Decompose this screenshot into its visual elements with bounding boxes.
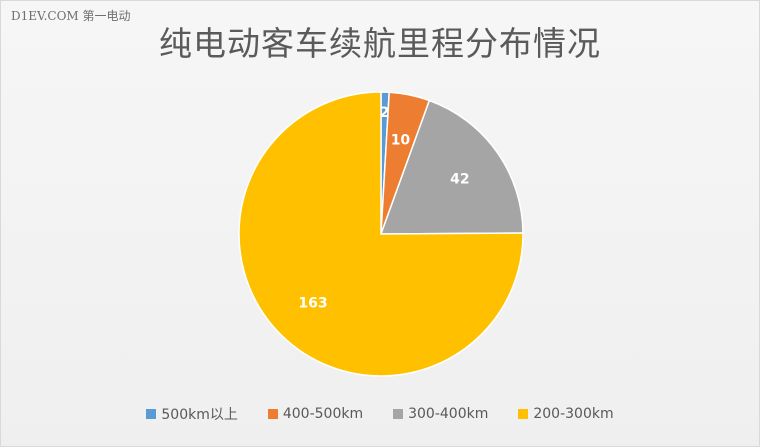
pie-data-label: 10 xyxy=(391,132,411,148)
legend-swatch xyxy=(267,409,278,419)
watermark: D1EV.COM 第一电动 xyxy=(11,9,131,23)
pie-data-label: 163 xyxy=(298,296,327,312)
legend-swatch xyxy=(393,409,404,419)
pie-data-label: 2 xyxy=(380,105,390,121)
legend-swatch xyxy=(146,409,157,419)
pie-data-labels: 210 42 163 xyxy=(298,105,469,312)
chart-title: 纯电动客车续航里程分布情况 xyxy=(159,24,601,63)
legend-item: 500km以上 xyxy=(146,404,238,424)
pie-slice-2 xyxy=(379,99,524,235)
legend-label: 300-400km xyxy=(408,406,489,422)
legend-item: 200-300km xyxy=(518,404,614,424)
pie-slices xyxy=(238,91,524,377)
chart-legend: 500km以上 400-500km 300-400km 200-300km xyxy=(1,404,759,424)
legend-item: 400-500km xyxy=(267,404,364,424)
legend-label: 500km以上 xyxy=(161,407,238,423)
legend-item: 300-400km xyxy=(393,404,488,424)
legend-label: 400-500km xyxy=(282,406,364,422)
pie-data-label: 42 xyxy=(450,171,469,187)
legend-label: 200-300km xyxy=(533,406,614,422)
pie-slice-3 xyxy=(238,91,524,377)
legend-swatch xyxy=(518,409,529,419)
